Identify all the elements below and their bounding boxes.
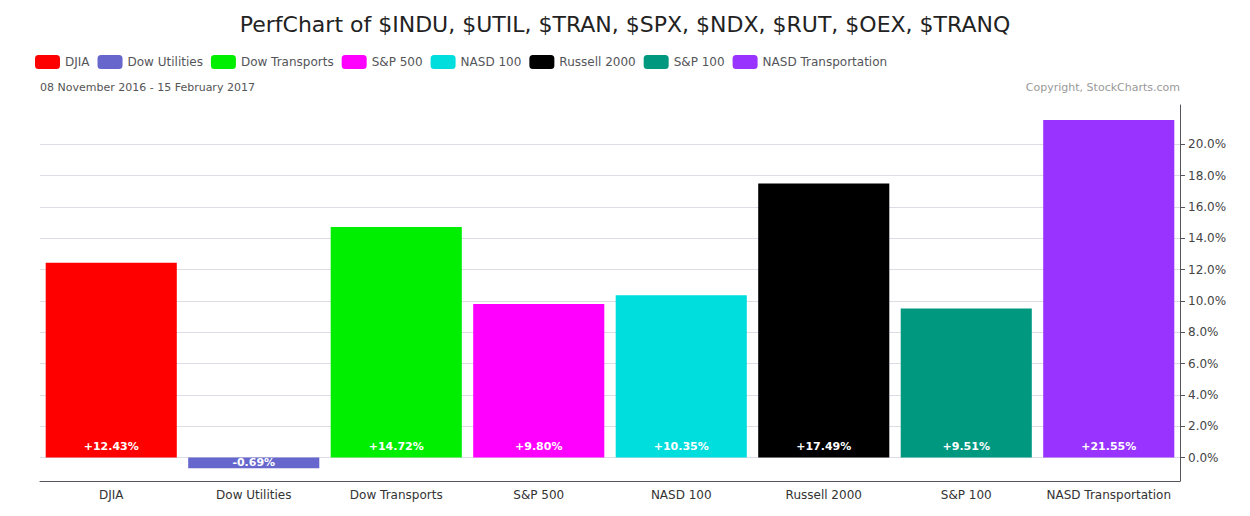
svg-text:4.0%: 4.0%: [1188, 388, 1219, 402]
svg-text:S&P 100: S&P 100: [941, 488, 992, 502]
svg-text:20.0%: 20.0%: [1188, 137, 1226, 151]
svg-text:6.0%: 6.0%: [1188, 357, 1219, 371]
svg-text:Dow Transports: Dow Transports: [350, 488, 443, 502]
svg-text:2.0%: 2.0%: [1188, 419, 1219, 433]
svg-text:Dow Utilities: Dow Utilities: [128, 55, 203, 69]
svg-text:+9.80%: +9.80%: [515, 440, 562, 453]
svg-text:08 November 2016 - 15 February: 08 November 2016 - 15 February 2017: [40, 81, 255, 94]
svg-text:10.0%: 10.0%: [1188, 294, 1226, 308]
svg-text:NASD Transportation: NASD Transportation: [1046, 488, 1171, 502]
svg-text:PerfChart of $INDU, $UTIL, $TR: PerfChart of $INDU, $UTIL, $TRAN, $SPX, …: [240, 12, 1011, 37]
svg-text:DJIA: DJIA: [65, 55, 90, 69]
svg-text:Dow Transports: Dow Transports: [241, 55, 334, 69]
svg-text:+9.51%: +9.51%: [943, 440, 990, 453]
svg-text:16.0%: 16.0%: [1188, 200, 1226, 214]
svg-text:S&P 500: S&P 500: [372, 55, 423, 69]
svg-text:+14.72%: +14.72%: [369, 440, 424, 453]
svg-text:Russell 2000: Russell 2000: [559, 55, 635, 69]
svg-text:S&P 100: S&P 100: [674, 55, 725, 69]
svg-text:Dow Utilities: Dow Utilities: [216, 488, 291, 502]
svg-text:+21.55%: +21.55%: [1081, 440, 1136, 453]
svg-text:Copyright, StockCharts.com: Copyright, StockCharts.com: [1026, 81, 1180, 94]
svg-text:NASD Transportation: NASD Transportation: [763, 55, 888, 69]
svg-text:+10.35%: +10.35%: [654, 440, 709, 453]
svg-text:NASD 100: NASD 100: [461, 55, 522, 69]
svg-text:DJIA: DJIA: [99, 488, 124, 502]
svg-text:8.0%: 8.0%: [1188, 325, 1219, 339]
svg-text:S&P 500: S&P 500: [513, 488, 564, 502]
svg-text:18.0%: 18.0%: [1188, 169, 1226, 183]
svg-text:12.0%: 12.0%: [1188, 263, 1226, 277]
svg-text:14.0%: 14.0%: [1188, 231, 1226, 245]
svg-text:Russell 2000: Russell 2000: [786, 488, 862, 502]
svg-text:+17.49%: +17.49%: [796, 440, 851, 453]
svg-text:+12.43%: +12.43%: [84, 440, 139, 453]
svg-text:NASD 100: NASD 100: [651, 488, 712, 502]
svg-text:0.0%: 0.0%: [1188, 451, 1219, 465]
svg-text:-0.69%: -0.69%: [232, 456, 275, 469]
